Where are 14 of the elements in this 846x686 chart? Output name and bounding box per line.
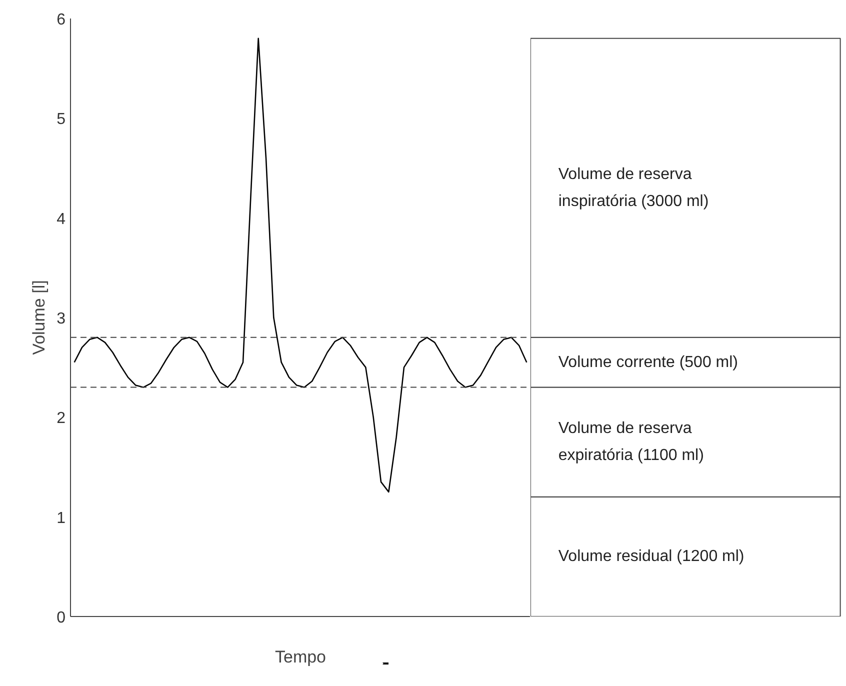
x-axis-title: Tempo <box>274 648 326 666</box>
line-series <box>74 38 528 493</box>
y-tick-label: 2 <box>56 410 66 428</box>
y-tick-label: 1 <box>56 510 66 527</box>
series-label: Volume de reserva inspiratória (3000 ml) <box>558 166 709 210</box>
series-label: Volume de reserva expiratória (1100 ml) <box>558 420 704 464</box>
y-tick-label: 5 <box>56 111 66 128</box>
y-tick-label: 4 <box>56 210 66 228</box>
y-tick-label: 0 <box>56 610 66 626</box>
y-axis-title: Volume [l] <box>30 280 49 355</box>
y-tick-label: 6 <box>56 12 66 28</box>
y-tick-label: 3 <box>56 310 66 328</box>
series-label: Volume corrente (500 ml) <box>558 354 738 371</box>
series-label: Volume residual (1200 ml) <box>558 548 744 566</box>
